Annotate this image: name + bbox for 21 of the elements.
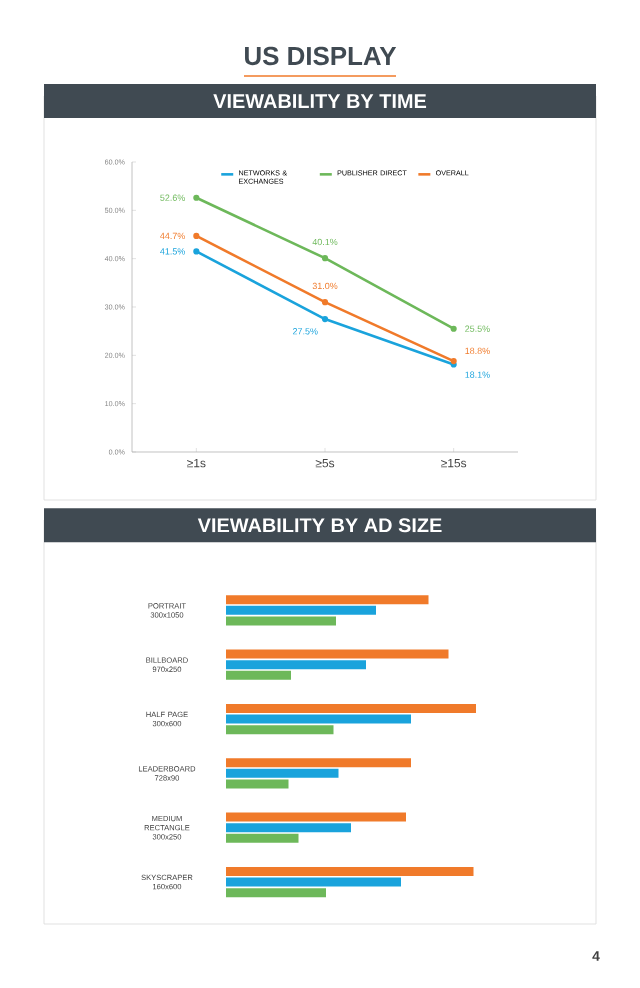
bar	[226, 866, 474, 876]
bar	[226, 605, 376, 615]
bar	[226, 670, 291, 680]
bar	[226, 812, 406, 822]
bar	[226, 823, 351, 833]
bar	[226, 595, 429, 605]
bar	[226, 758, 411, 768]
chart-title: VIEWABILITY BY TIME	[213, 94, 427, 108]
bar	[226, 779, 289, 789]
chart-title: VIEWABILITY BY AD SIZE	[197, 518, 442, 533]
bar	[226, 768, 339, 778]
bar	[226, 714, 411, 724]
bar	[226, 877, 401, 887]
bar	[226, 888, 326, 898]
bar	[226, 833, 299, 843]
bar	[226, 660, 366, 670]
bar	[226, 703, 476, 713]
text: US DISPLAY	[245, 46, 397, 66]
bar	[226, 649, 449, 659]
bar	[226, 616, 336, 626]
bar	[226, 725, 334, 735]
